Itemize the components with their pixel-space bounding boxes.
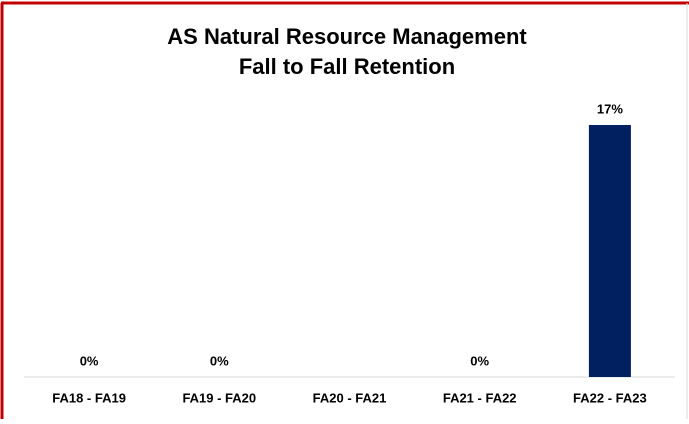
x-tick-label: FA21 - FA22 [443,390,517,405]
x-tick-label: FA18 - FA19 [52,390,126,405]
data-label: 0% [470,353,489,368]
chart-subtitle: Fall to Fall Retention [239,54,455,79]
bar [588,125,631,377]
x-tick-label: FA19 - FA20 [182,390,256,405]
data-label: 17% [597,101,623,116]
chart-title: AS Natural Resource Management [167,24,527,49]
x-tick-label: FA22 - FA23 [573,390,647,405]
data-label: 0% [210,353,229,368]
data-label: 0% [80,353,99,368]
x-tick-label: FA20 - FA21 [313,390,387,405]
